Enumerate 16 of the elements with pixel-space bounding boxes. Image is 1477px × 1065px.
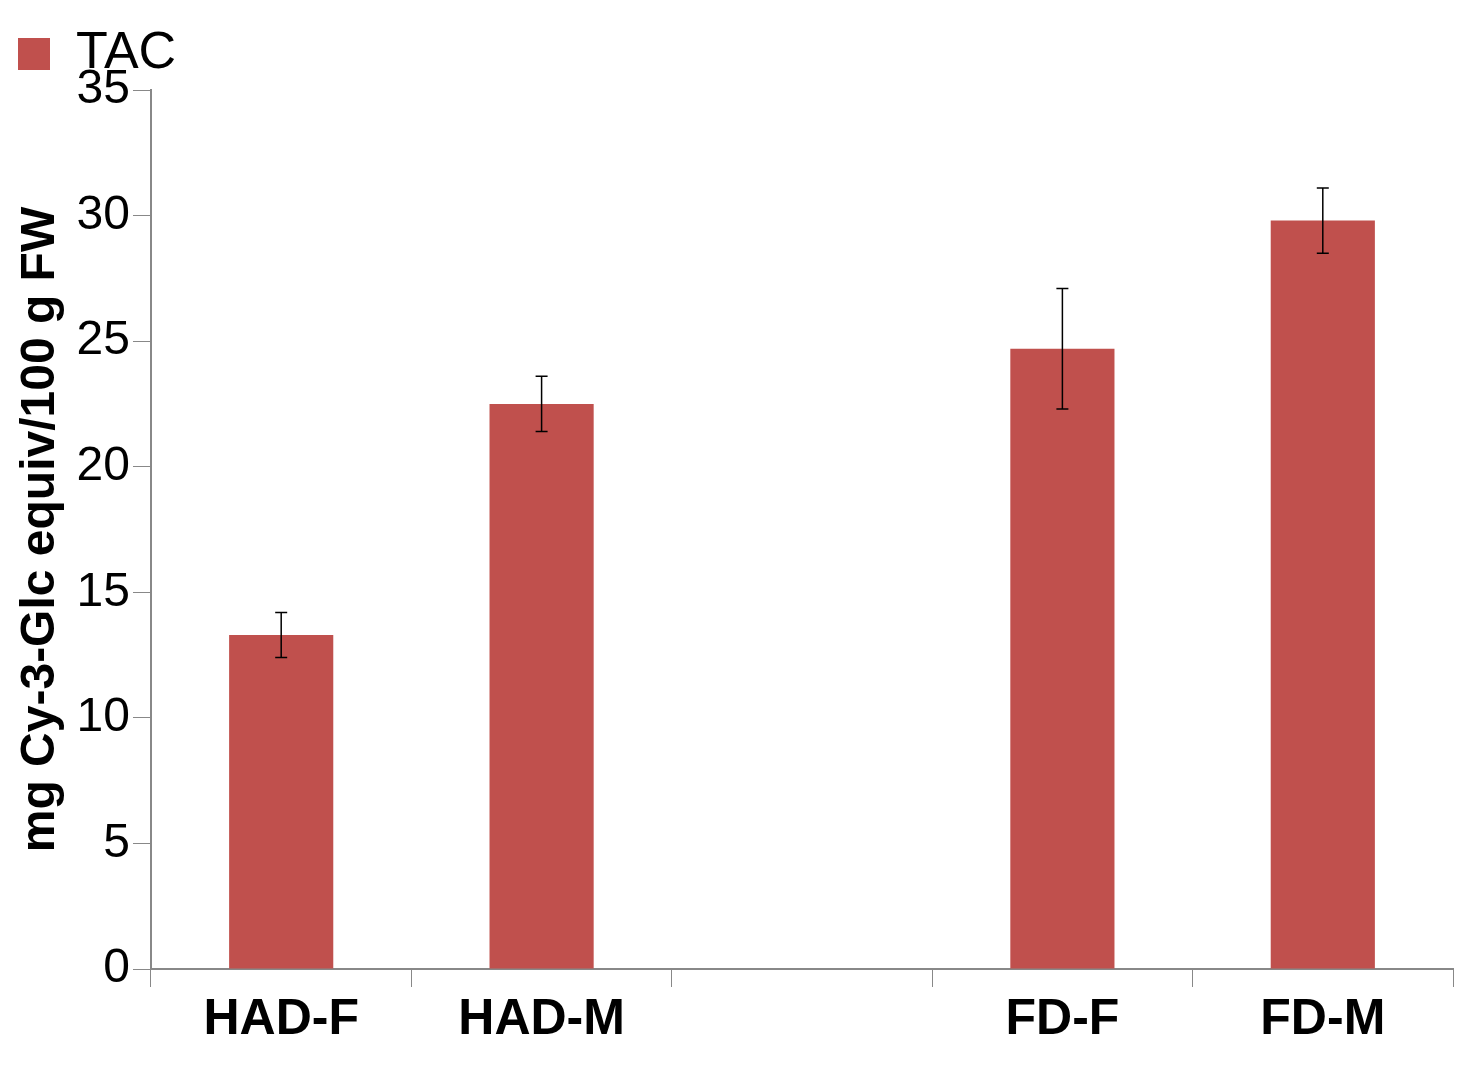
y-axis-title: mg Cy-3-Glc equiv/100 g FW (11, 206, 65, 853)
bar (1010, 348, 1115, 969)
y-tick-label: 25 (76, 311, 130, 365)
bar (1270, 220, 1375, 969)
x-tick-label: HAD-M (458, 988, 625, 1045)
x-tick-label: HAD-F (203, 988, 359, 1045)
y-tick-label: 30 (76, 185, 130, 239)
y-tick-label: 10 (76, 688, 130, 742)
bar (229, 634, 334, 969)
y-tick-label: 20 (76, 436, 130, 490)
y-tick-label: 0 (103, 939, 130, 993)
y-tick-label: 15 (76, 562, 130, 616)
bar (489, 403, 594, 969)
y-tick-label: 5 (103, 813, 130, 867)
x-tick-label: FD-F (1005, 988, 1120, 1045)
x-tick-label: FD-M (1260, 988, 1386, 1045)
